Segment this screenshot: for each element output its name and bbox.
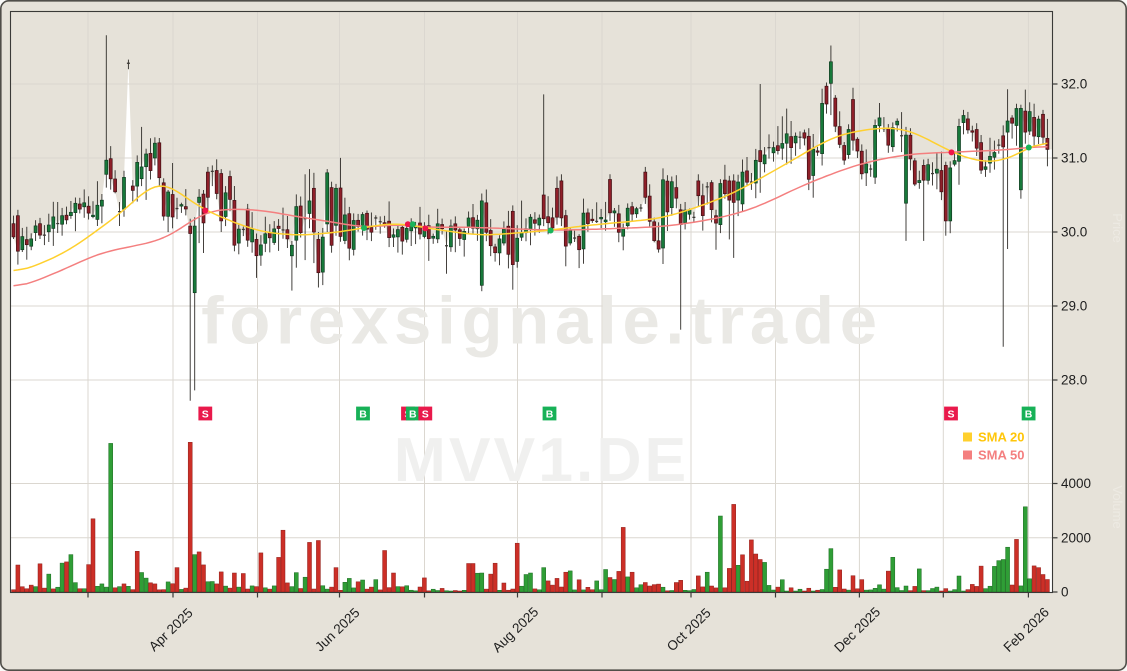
svg-text:4000: 4000 xyxy=(1061,476,1091,491)
svg-text:MVV1.DE: MVV1.DE xyxy=(394,425,689,495)
svg-text:31.0: 31.0 xyxy=(1061,151,1087,166)
svg-text:B: B xyxy=(1025,409,1033,421)
svg-text:B: B xyxy=(409,409,417,421)
svg-text:28.0: 28.0 xyxy=(1061,373,1087,388)
svg-text:0: 0 xyxy=(1061,585,1069,600)
svg-text:SMA 20: SMA 20 xyxy=(978,430,1024,445)
svg-text:30.0: 30.0 xyxy=(1061,225,1087,240)
svg-text:2000: 2000 xyxy=(1061,531,1091,546)
svg-text:Volume: Volume xyxy=(1110,485,1125,528)
svg-text:SMA 50: SMA 50 xyxy=(978,448,1024,463)
svg-text:29.0: 29.0 xyxy=(1061,299,1087,314)
svg-text:B: B xyxy=(359,409,367,421)
svg-text:32.0: 32.0 xyxy=(1061,77,1087,92)
svg-text:B: B xyxy=(546,409,554,421)
svg-text:S: S xyxy=(202,409,209,421)
svg-text:forexsignale.trade: forexsignale.trade xyxy=(201,284,883,359)
svg-text:Price: Price xyxy=(1110,213,1125,243)
svg-text:S: S xyxy=(947,409,954,421)
svg-text:S: S xyxy=(422,409,429,421)
